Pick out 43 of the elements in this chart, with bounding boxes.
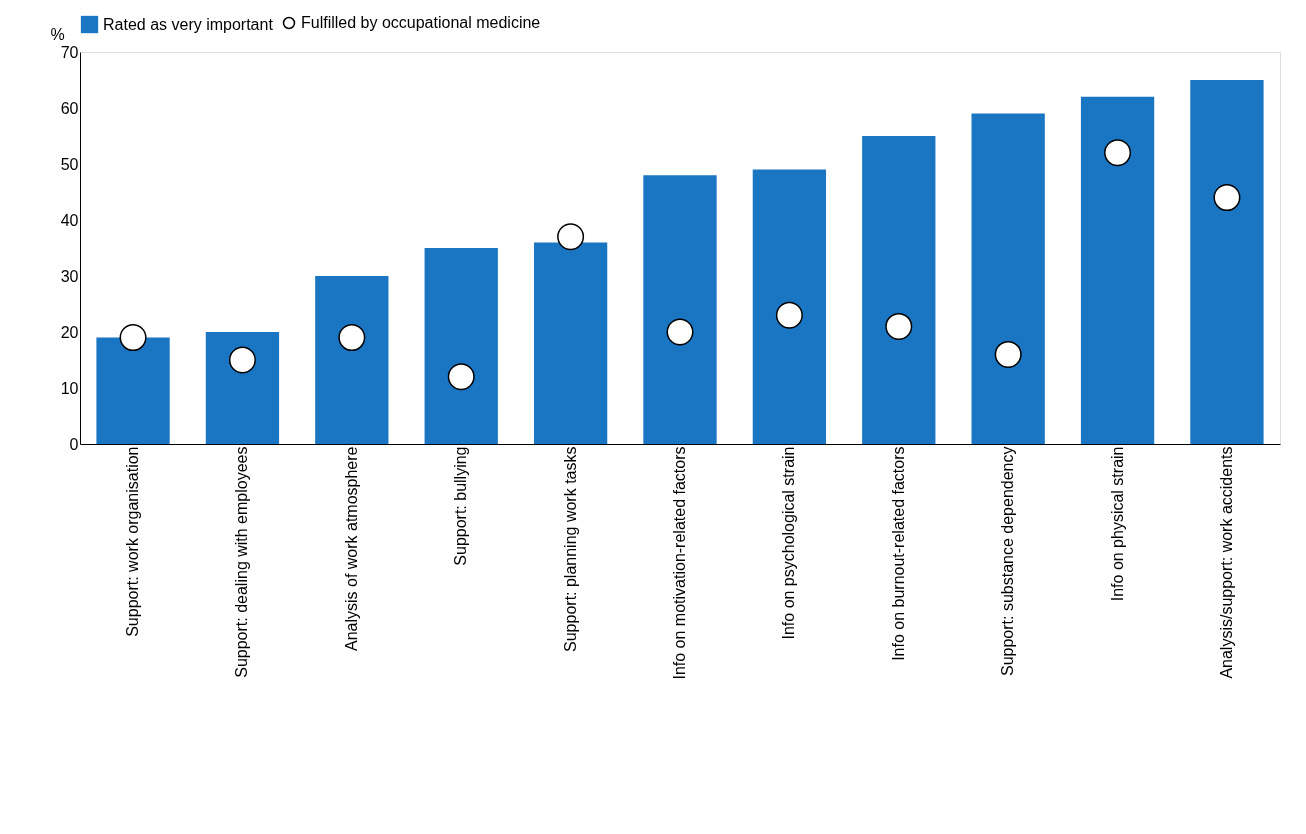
point (994, 340, 1022, 368)
bar (752, 169, 827, 444)
y-tick-label: 10 (60, 379, 79, 397)
bar (424, 248, 498, 444)
bar (315, 276, 389, 444)
y-tick-label: 60 (60, 99, 79, 117)
bar (1080, 96, 1155, 444)
point (228, 346, 256, 374)
bar (96, 337, 170, 444)
point (775, 301, 803, 329)
legend-label: Rated as very important (103, 15, 274, 33)
x-tick-label: Support: dealing with employees (233, 446, 251, 678)
y-tick-label: 70 (60, 43, 79, 61)
x-tick-label: Support: work organisation (124, 446, 142, 637)
bar (862, 136, 936, 444)
bar (533, 242, 608, 444)
x-tick-label: Support: bullying (452, 446, 470, 566)
y-tick-label: 50 (60, 155, 79, 173)
legend-label: Fulfilled by occupational medicine (301, 14, 541, 31)
x-tick-label: Info on psychological strain (780, 446, 798, 640)
x-tick-label: Support: planning work tasks (561, 446, 579, 652)
x-tick-label: Info on burnout-related factors (889, 446, 907, 661)
point (338, 324, 366, 352)
x-tick-label: Info on motivation-related factors (671, 446, 688, 680)
x-tick-label: Info on physical strain (1108, 446, 1126, 602)
bar (971, 113, 1045, 444)
bar (205, 332, 280, 444)
x-tick-label: Analysis of work atmosphere (342, 446, 360, 652)
y-axis-title: % (50, 25, 65, 43)
y-tick-label: 40 (60, 211, 79, 229)
y-tick-label: 30 (60, 267, 79, 285)
y-tick-label: 20 (60, 323, 79, 341)
y-tick-label: 0 (69, 435, 79, 453)
point (119, 324, 147, 352)
point (666, 318, 694, 346)
point (885, 312, 913, 340)
point (1104, 139, 1132, 167)
x-tick-label: Support: substance dependency (999, 446, 1017, 676)
point (447, 363, 475, 391)
bar (1190, 80, 1264, 444)
x-tick-label: Analysis/support: work accidents (1217, 446, 1235, 679)
bar (643, 175, 717, 444)
point (1213, 184, 1241, 212)
